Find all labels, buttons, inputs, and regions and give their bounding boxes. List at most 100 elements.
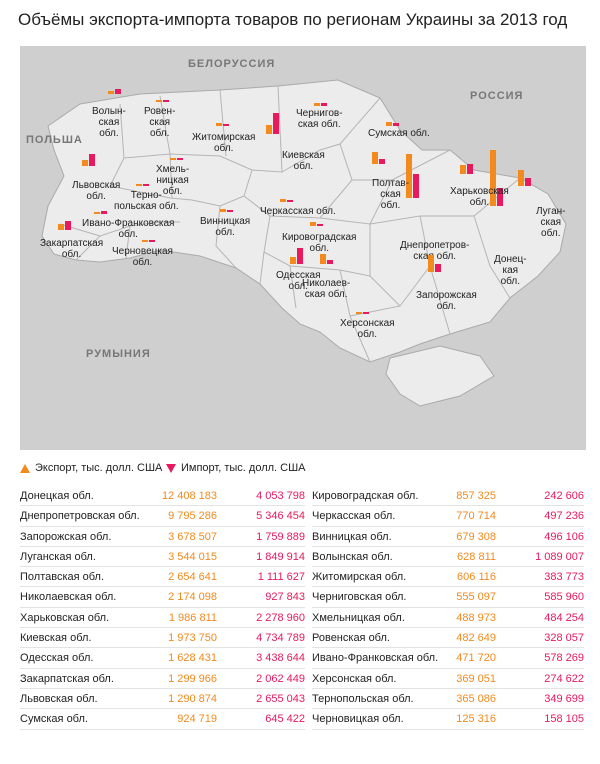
region-label-line: Харьковская [450, 186, 509, 197]
region-label-zhytomyr: Житомирская обл. [192, 132, 255, 154]
export-bar-khmelnytskyi [170, 157, 176, 160]
row-region-name: Кировоградская обл. [312, 490, 419, 502]
row-region-name: Хмельницкая обл. [312, 611, 405, 624]
table-row: Львовская обл. 1 290 874 2 655 043 [20, 689, 305, 710]
region-label-line: обл. [86, 191, 106, 202]
region-label-line: Ивано-Франковская [82, 218, 175, 229]
import-bar-sumy [393, 123, 399, 126]
row-import-value: 383 773 [544, 571, 584, 584]
region-label-line: Черновецкая [112, 246, 173, 257]
region-label-line: Киевская [282, 150, 325, 161]
row-export-value: 606 116 [457, 571, 496, 584]
row-import-value: 585 960 [544, 591, 584, 604]
table-row: Ровенская обл. 482 649 328 057 [312, 628, 584, 649]
row-region-name: Днепропетровская обл. [20, 510, 140, 523]
region-label-donetsk: Донец-кая обл. [494, 254, 527, 287]
import-bar-kharkiv [467, 163, 473, 174]
country-label-belarus: БЕЛОРУССИЯ [188, 58, 276, 70]
export-bar-mykolaiv [320, 254, 326, 264]
table-row: Сумская обл. 924 719 645 422 [20, 709, 305, 730]
region-label-line: Одесская [276, 270, 321, 281]
export-bar-cherkasy [280, 198, 286, 202]
row-import-value: 158 105 [544, 713, 584, 726]
row-import-value: 2 278 960 [256, 611, 305, 624]
row-region-name: Харьковская обл. [20, 611, 110, 624]
region-label-rivne: Ровен-ская обл. [144, 106, 175, 139]
export-bar-volyn [108, 91, 114, 94]
row-export-value: 2 654 641 [168, 571, 217, 584]
table-row: Хмельницкая обл. 488 973 484 254 [312, 608, 584, 629]
region-label-dnipro: Днепропетров-ская обл. [400, 240, 469, 262]
table-row: Кировоградская обл. 857 325 242 606 [312, 486, 584, 507]
region-label-line: обл. [541, 228, 561, 239]
region-label-line: Кировоградская [282, 232, 357, 243]
row-export-value: 555 097 [456, 591, 496, 604]
row-region-name: Винницкая обл. [312, 530, 392, 543]
region-label-line: обл. [357, 329, 377, 340]
table-row: Черкасская обл. 770 714 497 236 [312, 506, 584, 527]
import-bar-rivne [163, 100, 169, 102]
import-bar-mykolaiv [327, 259, 333, 264]
region-label-line: ская обл. [304, 289, 348, 300]
row-export-value: 9 795 286 [168, 510, 217, 523]
country-label-poland: ПОЛЬША [26, 134, 83, 146]
table-left: Донецкая обл. 12 408 183 4 053 798 Днепропе… [20, 486, 305, 730]
export-bar-vinnytsia [220, 208, 226, 212]
table-row: Одесская обл. 1 628 431 3 438 644 [20, 648, 305, 669]
export-bar-sumy [386, 121, 392, 126]
row-region-name: Николаевская обл. [20, 591, 117, 604]
region-label-line: Хмель- [156, 164, 190, 175]
region-label-poltava: Полтав-ская обл. [372, 178, 409, 211]
legend-import: Импорт, тыс. долл. США [166, 462, 306, 474]
export-bar-kyiv [266, 125, 272, 134]
legend-import-label: Импорт, тыс. долл. США [181, 462, 306, 474]
row-export-value: 482 649 [456, 632, 496, 645]
row-import-value: 484 254 [544, 611, 584, 624]
import-bar-odesa [297, 248, 303, 264]
import-bar-lviv [89, 154, 95, 166]
row-import-value: 496 106 [544, 530, 584, 543]
table-row: Тернопольская обл. 365 086 349 699 [312, 689, 584, 710]
row-export-value: 125 316 [456, 713, 496, 726]
row-export-value: 857 325 [456, 490, 496, 502]
row-region-name: Херсонская обл. [312, 672, 397, 685]
row-import-value: 2 655 043 [256, 692, 305, 705]
row-import-value: 349 699 [544, 692, 584, 705]
row-region-name: Сумская обл. [20, 713, 88, 726]
country-label-russia: РОССИЯ [470, 90, 524, 102]
row-region-name: Киевская обл. [20, 632, 92, 645]
region-label-line: Херсонская [340, 318, 395, 329]
row-region-name: Полтавская обл. [20, 571, 105, 584]
table-row: Запорожская обл. 3 678 507 1 759 889 [20, 527, 305, 547]
region-label-line: обл. [469, 197, 490, 208]
region-label-khmelnytskyi: Хмель-ницкая обл. [156, 164, 189, 197]
region-label-line: Луган- [536, 206, 566, 217]
table-row: Херсонская обл. 369 051 274 622 [312, 669, 584, 689]
region-label-line: обл. [118, 229, 138, 240]
table-row: Харьковская обл. 1 986 811 2 278 960 [20, 608, 305, 629]
region-label-ternopil: Терно-польская обл. [114, 190, 179, 212]
row-region-name: Запорожская обл. [20, 530, 112, 543]
import-bar-chernihiv [321, 103, 327, 106]
export-bar-donetsk [490, 150, 496, 206]
row-import-value: 274 622 [544, 672, 584, 685]
row-region-name: Черновицкая обл. [312, 713, 404, 726]
region-label-line: Полтав- [372, 178, 410, 189]
row-region-name: Ровенская обл. [312, 632, 390, 645]
region-label-line: польская обл. [114, 201, 179, 212]
region-label-line: ская [98, 117, 120, 128]
region-label-line: обл. [436, 301, 457, 312]
row-import-value: 4 734 789 [256, 632, 305, 645]
region-label-kherson: Херсонская обл. [340, 318, 395, 340]
region-label-line: обл. [215, 227, 235, 238]
row-import-value: 1 759 889 [256, 530, 305, 543]
legend-export: Экспорт, тыс. долл. США [20, 462, 162, 474]
region-label-cherkasy: Черкасская обл. [260, 206, 336, 217]
row-export-value: 471 720 [456, 652, 496, 665]
region-label-line: обл. [214, 143, 234, 154]
region-label-luhansk: Луган-ская обл. [536, 206, 566, 239]
ukraine-land [41, 79, 567, 363]
row-region-name: Закарпатская обл. [20, 672, 114, 685]
export-bar-odesa [290, 256, 296, 264]
row-export-value: 1 299 966 [168, 672, 217, 685]
